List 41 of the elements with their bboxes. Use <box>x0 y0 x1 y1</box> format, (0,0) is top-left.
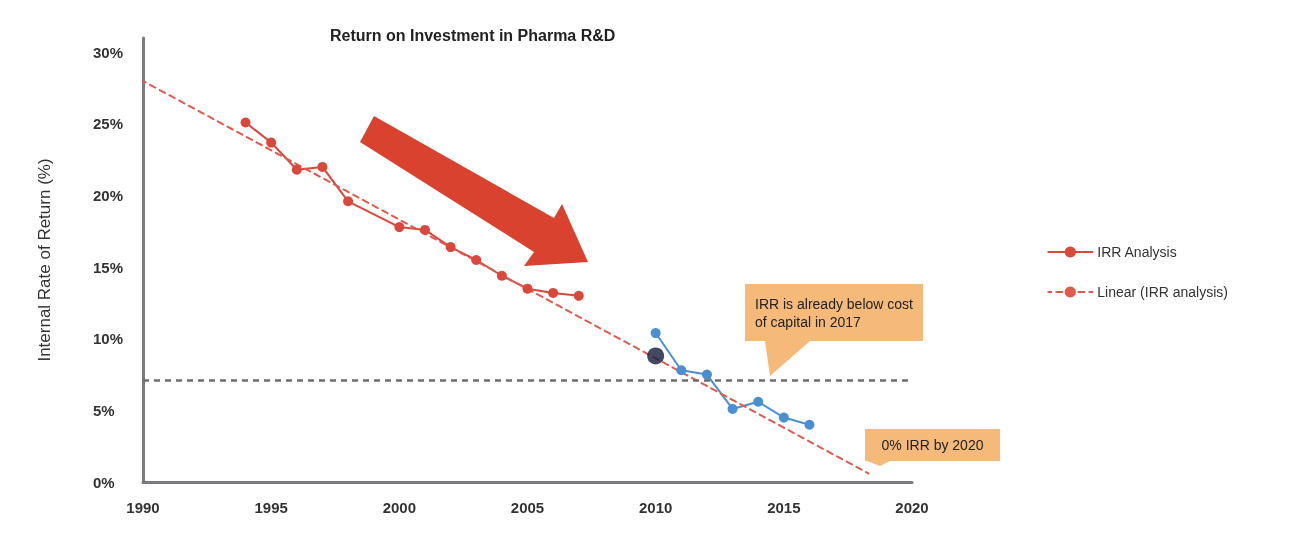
point <box>317 161 328 172</box>
point <box>496 270 507 281</box>
y-tick-label: 15% <box>93 258 124 276</box>
x-tick-label: 2010 <box>638 499 673 516</box>
point <box>804 419 815 430</box>
point <box>240 117 251 128</box>
x-tick-label: 1995 <box>254 499 288 516</box>
point <box>266 137 277 148</box>
x-tick-label: 2015 <box>767 499 801 516</box>
point <box>291 164 302 175</box>
point <box>573 290 584 301</box>
point <box>676 365 687 376</box>
chart-title: Return on Investment in Pharma R&D <box>330 26 616 44</box>
point <box>650 328 661 339</box>
legend-label: Linear (IRR analysis) <box>1097 284 1229 300</box>
point <box>343 196 354 207</box>
y-tick-label: 20% <box>93 187 124 205</box>
x-tick-label: 2020 <box>895 499 929 516</box>
y-tick-label: 25% <box>93 115 124 133</box>
y-tick-label: 30% <box>93 43 124 61</box>
y-tick-label: 0% <box>93 473 115 491</box>
point <box>727 403 738 414</box>
y-tick-label: 10% <box>93 330 124 348</box>
y-tick-label: 5% <box>93 401 115 419</box>
point <box>522 283 533 294</box>
point <box>445 242 456 253</box>
x-tick-label: 1990 <box>126 499 160 516</box>
point <box>394 222 405 233</box>
point <box>548 287 559 298</box>
annotation: 0% IRR by 2020 <box>880 436 985 455</box>
point <box>753 396 764 407</box>
point <box>647 347 665 365</box>
point <box>701 369 712 380</box>
legend-label: IRR Analysis <box>1097 244 1177 260</box>
x-tick-label: 2000 <box>382 499 417 516</box>
point <box>778 412 789 423</box>
y-axis-title: Internal Rate of Return (%) <box>35 158 54 362</box>
x-tick-label: 2005 <box>510 499 545 516</box>
annotation: IRR is already below cost of capital in 2017 <box>754 294 914 332</box>
point <box>419 224 430 235</box>
point <box>471 255 482 265</box>
